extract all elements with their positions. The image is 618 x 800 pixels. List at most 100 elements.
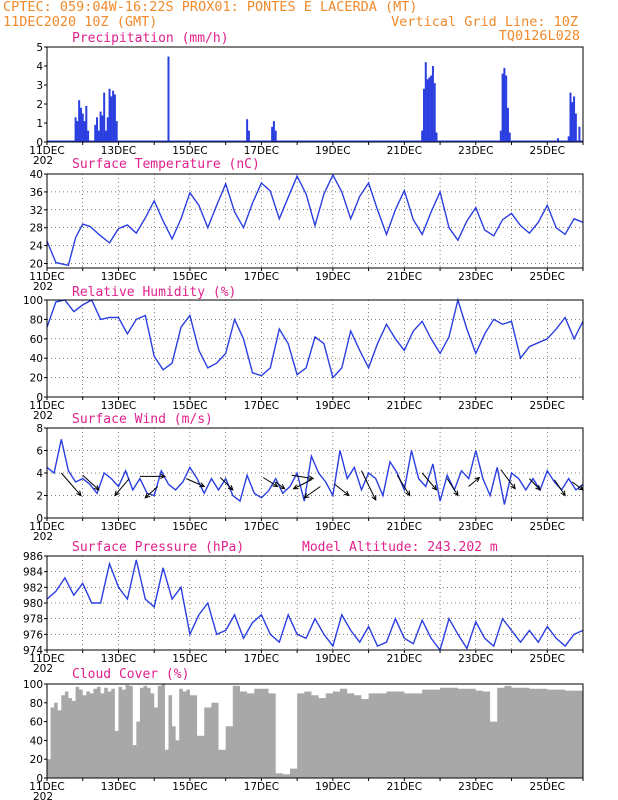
precipitation-bar: [421, 130, 424, 142]
precipitation-bar: [433, 83, 436, 142]
panel-frame: [46, 173, 584, 269]
precipitation-bar: [508, 132, 511, 142]
wind-direction-arrow: [553, 479, 566, 497]
wind-direction-arrow: [303, 486, 321, 499]
x-tick-label: 17DEC: [244, 271, 279, 283]
precipitation-bar: [571, 102, 574, 142]
x-tick-label: 13DEC: [101, 271, 136, 283]
y-tick-label: 1: [36, 118, 43, 130]
y-tick-label: 80: [30, 698, 43, 710]
precipitation-bar: [506, 107, 509, 142]
year-stub-label: 202: [33, 155, 53, 167]
x-tick-label: 13DEC: [101, 400, 136, 412]
wind-direction-arrow: [82, 474, 100, 491]
year-stub-label: 202: [33, 410, 53, 422]
precipitation-bar: [422, 88, 425, 142]
precipitation-bar: [430, 75, 433, 142]
x-tick-label: 25DEC: [530, 521, 565, 533]
precipitation-bar: [97, 130, 100, 142]
wind-direction-arrow: [361, 470, 377, 502]
panel-title: Surface Wind (m/s): [72, 412, 213, 427]
y-tick-label: 36: [30, 187, 44, 199]
wind-direction-arrow: [219, 477, 234, 491]
precipitation-bar: [79, 107, 82, 142]
panel-frame: [46, 683, 584, 779]
precipitation-bar: [567, 136, 570, 142]
wind-direction-arrow: [139, 473, 167, 480]
precipitation-bar: [431, 66, 434, 142]
y-tick-label: 40: [30, 353, 43, 365]
x-tick-label: 21DEC: [387, 271, 422, 283]
y-tick-label: 60: [30, 717, 43, 729]
precipitation-bar: [113, 94, 116, 142]
x-tick-label: 13DEC: [101, 521, 136, 533]
y-tick-label: 4: [36, 61, 43, 73]
wind-panel: 0 2 4 6 8 11DEC 13DEC 15DEC 17DEC 19DEC 21DEC 23DEC…: [29, 412, 584, 543]
precipitation-bar: [569, 92, 572, 142]
precipitation-bar: [499, 130, 502, 142]
precipitation-bar: [99, 111, 102, 142]
x-tick-label: 11DEC: [29, 521, 64, 533]
panel-title: Cloud Cover (%): [72, 667, 189, 682]
x-tick-label: 15DEC: [172, 145, 207, 157]
y-tick-label: 986: [23, 551, 43, 563]
x-tick-label: 19DEC: [315, 521, 350, 533]
x-tick-label: 11DEC: [29, 145, 64, 157]
precipitation-bar: [106, 117, 109, 142]
x-tick-label: 23DEC: [458, 521, 493, 533]
precipitation-bar: [505, 75, 508, 142]
y-tick-label: 20: [30, 373, 43, 385]
header-grid-line: Vertical Grid Line: 10Z: [391, 14, 578, 30]
precipitation-bar: [76, 121, 79, 142]
x-tick-label: 21DEC: [387, 400, 422, 412]
precipitation-bar: [112, 90, 115, 142]
header-run-time: 11DEC2020 10Z (GMT): [3, 14, 157, 30]
y-tick-label: 80: [30, 314, 43, 326]
y-tick-label: 28: [30, 223, 43, 235]
x-tick-label: 25DEC: [530, 145, 565, 157]
wind-direction-arrow: [529, 478, 541, 491]
precipitation-bar: [503, 67, 506, 142]
y-tick-label: 100: [23, 295, 43, 307]
x-tick-label: 15DEC: [172, 781, 207, 793]
temperature-panel: 20 24 28 32 36 40 11DEC 13DEC 15DEC 17DEC 19DEC 21D…: [29, 157, 584, 293]
y-tick-label: 40: [30, 735, 43, 747]
year-stub-label: 202: [33, 531, 53, 543]
precipitation-bar: [104, 130, 107, 142]
y-tick-label: 982: [23, 582, 43, 594]
wind-direction-arrow: [446, 478, 459, 497]
y-tick-label: 60: [30, 334, 43, 346]
x-tick-label: 23DEC: [458, 145, 493, 157]
panel-title: Surface Temperature (nC): [72, 157, 260, 172]
x-tick-label: 21DEC: [387, 653, 422, 665]
x-tick-label: 17DEC: [244, 653, 279, 665]
precipitation-bar: [271, 126, 274, 142]
y-tick-label: 3: [36, 80, 43, 92]
y-tick-label: 0: [36, 137, 43, 149]
x-tick-label: 15DEC: [172, 653, 207, 665]
wind-direction-arrow: [275, 481, 286, 490]
precipitation-bar: [426, 79, 429, 142]
precipitation-bar: [110, 96, 113, 142]
y-tick-label: 40: [30, 169, 43, 181]
wind-direction-arrow: [500, 469, 516, 490]
y-tick-label: 8: [36, 423, 43, 435]
precipitation-bar: [573, 96, 576, 142]
y-tick-label: 32: [30, 205, 43, 217]
header-location: CPTEC: 059:04W-16:22S PROX01: PONTES E L…: [3, 0, 418, 15]
year-stub-label: 202: [33, 281, 53, 293]
y-tick-label: 0: [36, 513, 43, 525]
wind-direction-arrow: [291, 474, 315, 481]
precipitation-panel: 0 1 2 3 4 5 11DEC 13DEC 15DEC 17DEC 19DEC 21DEC 23DE…: [29, 31, 584, 167]
x-tick-label: 17DEC: [244, 781, 279, 793]
wind-direction-arrow: [186, 478, 206, 488]
precipitation-bar: [115, 121, 118, 142]
y-tick-label: 980: [23, 598, 43, 610]
pressure-panel: 974 976 978 980 982 984 986 11DEC 13DEC 15DEC 17DE…: [23, 540, 584, 675]
x-tick-label: 11DEC: [29, 271, 64, 283]
y-tick-label: 100: [23, 679, 43, 691]
precipitation-bar: [87, 130, 90, 142]
panel-title: Relative Humidity (%): [72, 285, 236, 300]
wind-direction-arrow: [468, 476, 481, 487]
